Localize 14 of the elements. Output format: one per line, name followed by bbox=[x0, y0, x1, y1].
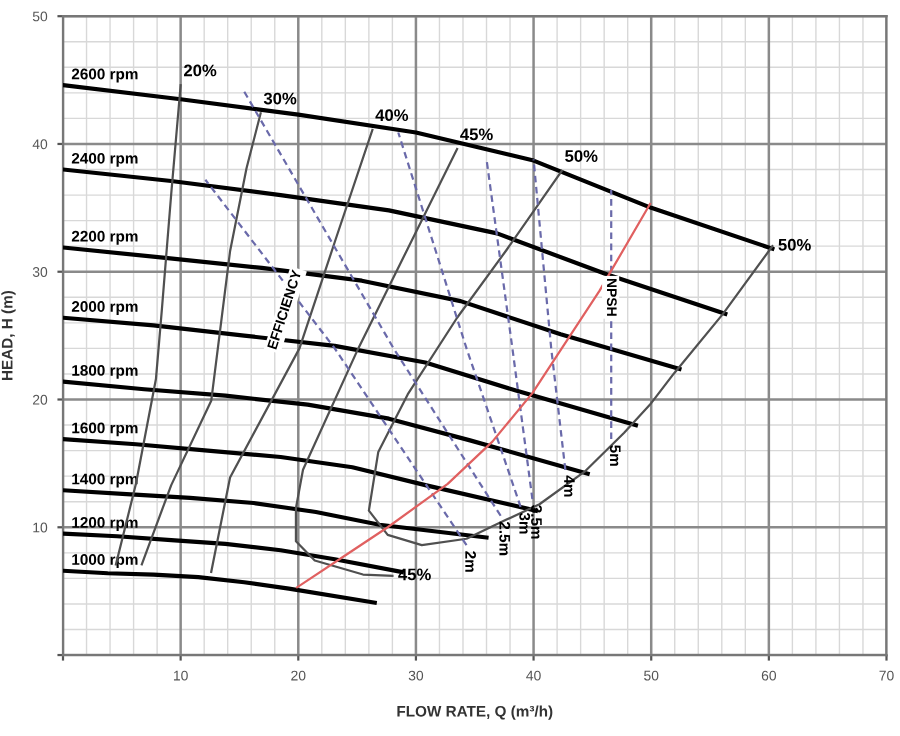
line-series bbox=[63, 379, 590, 476]
line-series bbox=[63, 488, 489, 540]
series-label: 50% bbox=[565, 150, 598, 162]
line-series bbox=[114, 84, 182, 566]
series-label: 45% bbox=[460, 128, 493, 141]
series-label: 40% bbox=[375, 109, 409, 122]
line-series bbox=[63, 83, 775, 251]
annotation: 45% bbox=[398, 568, 431, 581]
line-series bbox=[63, 568, 377, 605]
series-label: 20% bbox=[184, 64, 217, 77]
line-series bbox=[210, 128, 374, 574]
annotation: 50% bbox=[778, 238, 811, 251]
line-series bbox=[140, 112, 262, 566]
series-label: 30% bbox=[263, 92, 297, 105]
